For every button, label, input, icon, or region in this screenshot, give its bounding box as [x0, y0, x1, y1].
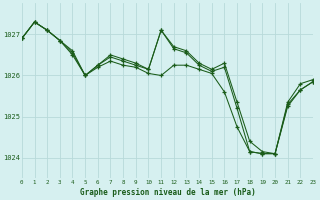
- X-axis label: Graphe pression niveau de la mer (hPa): Graphe pression niveau de la mer (hPa): [80, 188, 255, 197]
